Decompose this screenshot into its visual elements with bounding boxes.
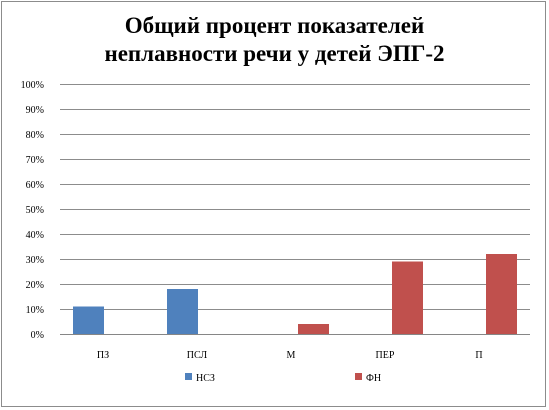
legend-label: ФН — [366, 373, 381, 384]
legend-swatch — [185, 373, 192, 380]
bars — [73, 254, 517, 334]
bar-ФН-М — [298, 324, 329, 334]
y-tick-label: 80% — [26, 130, 44, 141]
bar-ФН-П — [486, 254, 517, 334]
y-tick-label: 40% — [26, 230, 44, 241]
x-category-label: ПЗ — [97, 350, 109, 361]
y-tick-label: 90% — [26, 105, 44, 116]
y-tick-label: 30% — [26, 255, 44, 266]
legend-swatch — [355, 373, 362, 380]
bar-НСЗ-ПСЛ — [167, 289, 198, 334]
y-tick-label: 70% — [26, 155, 44, 166]
x-category-label: М — [287, 350, 296, 361]
y-tick-label: 50% — [26, 205, 44, 216]
x-category-label: ПСЛ — [187, 350, 208, 361]
bar-ФН-ПЕР — [392, 261, 423, 334]
y-axis-tick-labels: 0% 10% 20% 30% 40% 50% 60% 70% 80% 90% 100% — [21, 80, 44, 341]
x-category-label: ПЕР — [376, 350, 395, 361]
y-tick-label: 0% — [31, 330, 44, 341]
x-category-label: П — [475, 350, 482, 361]
bar-НСЗ-ПЗ — [73, 306, 104, 334]
gridlines — [60, 84, 530, 335]
legend: НСЗ ФН — [185, 373, 381, 384]
chart-title-line-1: Общий процент показателей — [124, 13, 425, 38]
y-tick-label: 20% — [26, 280, 44, 291]
y-tick-label: 100% — [21, 80, 44, 91]
y-tick-label: 10% — [26, 305, 44, 316]
chart-title-line-2: неплавности речи у детей ЭПГ-2 — [104, 41, 445, 66]
x-axis-category-labels: ПЗ ПСЛ М ПЕР П — [97, 350, 483, 361]
chart-title: Общий процент показателей неплавности ре… — [0, 12, 549, 68]
legend-label: НСЗ — [196, 373, 215, 384]
y-tick-label: 60% — [26, 180, 44, 191]
